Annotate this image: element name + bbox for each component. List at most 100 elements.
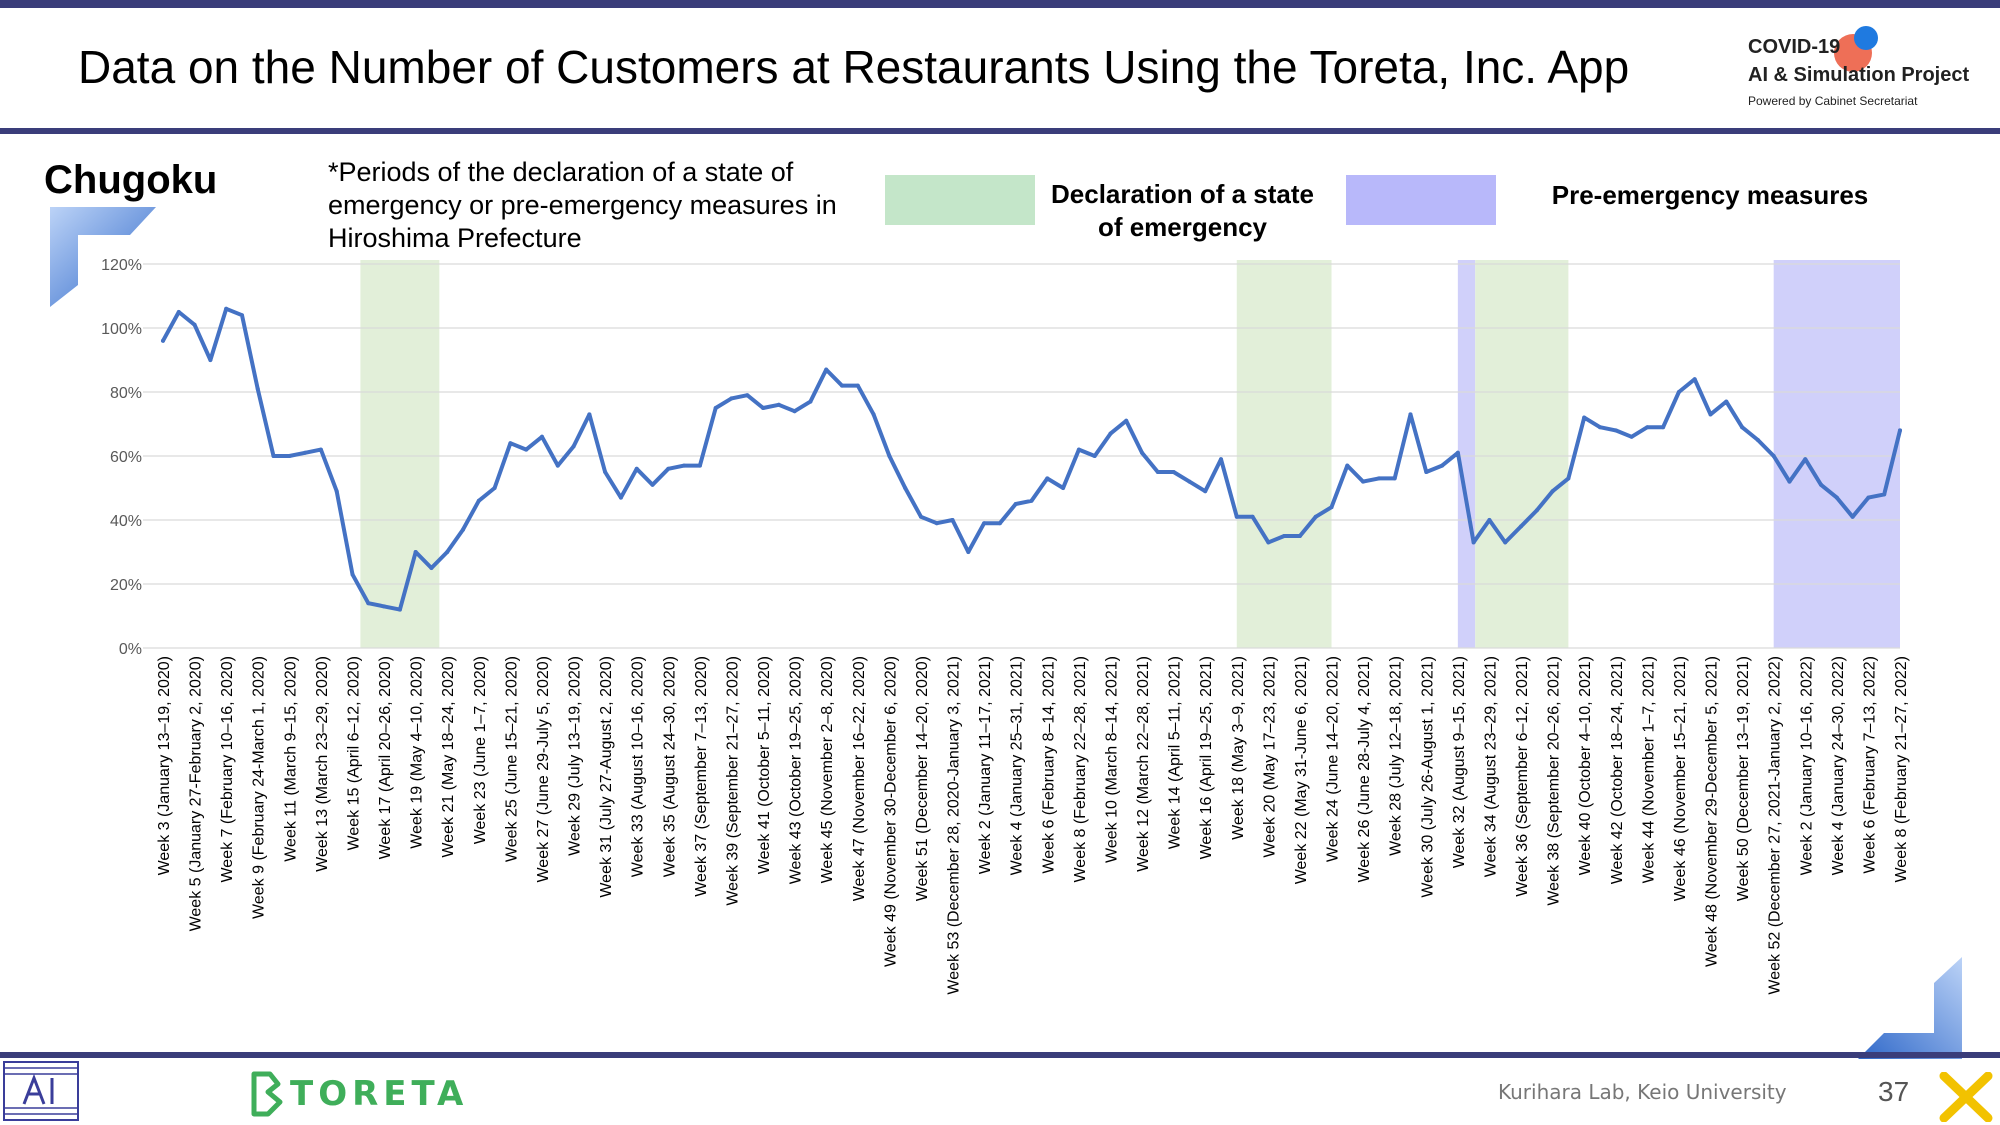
y-tick-label: 120% <box>101 257 142 274</box>
data-point <box>1850 514 1855 519</box>
x-tick-label: Week 30 (July 26-August 1, 2021) <box>1419 656 1436 898</box>
x-tick-label: Week 33 (August 10–16, 2020) <box>630 656 647 877</box>
data-point <box>224 306 229 311</box>
x-tick-label: Week 26 (June 28-July 4, 2021) <box>1356 656 1373 883</box>
x-tick-label: Week 21 (May 18–24, 2020) <box>440 656 457 858</box>
data-point <box>918 514 923 519</box>
x-tick-label: Week 47 (November 16–22, 2020) <box>851 656 868 901</box>
data-point <box>555 463 560 468</box>
data-point <box>634 466 639 471</box>
data-point <box>350 572 355 577</box>
data-point <box>1329 505 1334 510</box>
x-tick-label: Week 15 (April 6–12, 2020) <box>345 656 362 850</box>
data-point <box>508 441 513 446</box>
data-point <box>1076 447 1081 452</box>
data-point <box>429 566 434 570</box>
data-point <box>776 402 781 407</box>
data-point <box>808 399 813 404</box>
x-tick-label: Week 4 (January 24–30, 2022) <box>1830 656 1847 875</box>
data-point <box>1582 415 1587 420</box>
data-point <box>1550 489 1555 494</box>
data-point <box>1676 390 1681 394</box>
data-point <box>271 454 276 458</box>
data-point <box>1819 482 1824 487</box>
line-chart: 0% 20% 40% 60% 80% 100% 120% Week 3 (January 13… <box>101 257 1910 995</box>
x-tick-label: Week 37 (September 7–13, 2020) <box>693 656 710 897</box>
data-point <box>618 495 623 500</box>
data-point <box>1882 492 1887 497</box>
legend-emergency-swatch <box>885 175 1035 225</box>
data-point <box>1155 470 1160 474</box>
data-point <box>1898 428 1902 433</box>
data-point <box>1724 399 1729 404</box>
data-point <box>1471 540 1476 545</box>
data-point <box>650 482 655 487</box>
toreta-mark-icon <box>251 1071 283 1117</box>
data-point <box>1455 450 1460 455</box>
x-tick-label: Week 4 (January 25–31, 2021) <box>1009 656 1026 875</box>
data-point <box>1140 450 1145 455</box>
data-point <box>1376 476 1381 481</box>
data-point <box>745 393 750 398</box>
logo-line3: Powered by Cabinet Secretariat <box>1748 94 1918 108</box>
data-point <box>903 486 908 490</box>
data-point <box>492 486 497 490</box>
shaded-period-emergency <box>360 260 440 648</box>
data-point <box>303 450 308 455</box>
data-point <box>966 550 971 554</box>
data-point <box>1519 524 1524 529</box>
data-point <box>1124 418 1129 423</box>
x-tick-label: Week 29 (July 13–19, 2020) <box>567 656 584 856</box>
x-tick-label: Week 6 (February 8–14, 2021) <box>1040 656 1057 874</box>
data-point <box>1282 534 1287 538</box>
data-point <box>1234 514 1239 519</box>
data-point <box>1645 425 1650 430</box>
data-point <box>1345 463 1350 468</box>
x-tick-label: Week 2 (January 11–17, 2021) <box>977 656 994 874</box>
data-point <box>161 338 165 343</box>
x-tick-label: Week 49 (November 30-December 6, 2020) <box>882 656 899 967</box>
shaded-period-emergency <box>1475 260 1569 648</box>
data-point <box>982 521 987 526</box>
x-tick-label: Week 19 (May 4–10, 2020) <box>409 656 426 849</box>
x-tick-label: Week 23 (June 1–7, 2020) <box>472 656 489 844</box>
data-point <box>1661 425 1666 430</box>
data-point <box>871 412 876 417</box>
data-point <box>697 463 702 468</box>
data-point <box>287 454 292 458</box>
y-tick-label: 40% <box>110 513 142 530</box>
data-point <box>1108 431 1113 436</box>
data-point <box>1487 518 1492 522</box>
x-tick-label: Week 18 (May 3–9, 2021) <box>1230 656 1247 840</box>
data-point <box>397 607 402 612</box>
page-title: Data on the Number of Customers at Resta… <box>78 41 1630 93</box>
x-tick-label: Week 8 (February 22–28, 2021) <box>1072 656 1089 883</box>
covid-ai-logo: COVID-19 AI & Simulation Project Powered… <box>1744 26 1984 116</box>
data-point <box>366 601 371 606</box>
data-point <box>587 412 592 417</box>
x-tick-label: Week 9 (February 24-March 1, 2020) <box>251 656 268 919</box>
x-logo-icon <box>1939 1072 1993 1122</box>
x-tick-label: Week 25 (June 15–21, 2020) <box>503 656 520 862</box>
data-point <box>792 409 797 414</box>
data-point <box>445 550 450 554</box>
data-point <box>1866 495 1871 500</box>
corner-bracket-bottom-right-icon <box>1858 957 1962 1059</box>
logo-line2: AI & Simulation Project <box>1748 64 1970 86</box>
footer-lab-name: Kurihara Lab, Keio University <box>1498 1080 1787 1104</box>
data-point <box>1787 479 1792 484</box>
x-tick-label: Week 27 (June 29-July 5, 2020) <box>535 656 552 883</box>
data-point <box>1361 479 1366 484</box>
region-label: Chugoku <box>44 158 218 202</box>
y-tick-label: 100% <box>101 321 142 338</box>
data-point <box>1203 489 1208 494</box>
data-point <box>1218 457 1223 462</box>
data-point <box>1708 412 1713 417</box>
x-tick-label: Week 8 (February 21–27, 2022) <box>1893 656 1910 883</box>
data-point <box>1029 498 1034 503</box>
data-point <box>1392 476 1397 481</box>
data-point <box>1266 540 1271 545</box>
x-tick-label: Week 13 (March 23–29, 2020) <box>314 656 331 872</box>
x-tick-label: Week 2 (January 10–16, 2022) <box>1798 656 1815 875</box>
legend-emergency-label: Declaration of a state of emergency <box>1051 179 1314 242</box>
